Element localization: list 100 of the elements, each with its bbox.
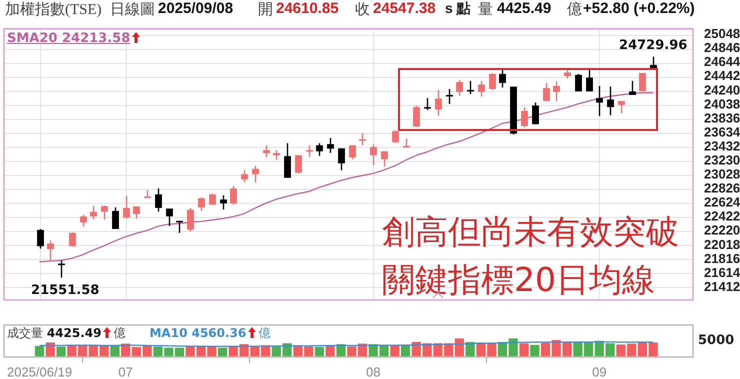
text: 億: [567, 0, 582, 19]
candlestick: [607, 86, 614, 116]
candlestick: [338, 148, 345, 171]
candlestick: [316, 142, 323, 156]
chart-title: 加權指數(TSE): [5, 0, 102, 19]
y-tick-label: 23836: [704, 110, 740, 126]
candlestick: [489, 72, 496, 91]
bar: [46, 342, 55, 357]
annotation: 21551.58: [31, 282, 100, 298]
y-tick-label: 22422: [704, 208, 740, 224]
candlestick: [532, 102, 539, 125]
candlestick: [123, 195, 130, 220]
candlestick: [69, 232, 76, 248]
bar: [519, 343, 529, 357]
bar: [314, 346, 324, 357]
bar: [530, 344, 540, 357]
candlestick: [381, 150, 388, 168]
candlestick: [618, 100, 625, 114]
bar: [390, 345, 400, 357]
candlestick: [241, 170, 248, 183]
annotation: 24213.58: [62, 30, 130, 46]
candlestick: [306, 144, 313, 158]
annotation: 創高但尚未有效突破: [382, 212, 679, 252]
candlestick: [252, 165, 259, 183]
y-tick-label: 22220: [704, 222, 740, 238]
annotation: 成交量: [7, 326, 44, 340]
y-tick-label: 23432: [704, 138, 740, 154]
candlestick: [370, 143, 377, 166]
candlestick: [575, 73, 582, 92]
annotation: 4425.49: [46, 326, 102, 340]
y-tick-label: 24644: [704, 54, 740, 70]
candlestick: [112, 206, 119, 230]
annotation: 億: [113, 326, 126, 340]
candlestick: [80, 214, 87, 228]
candlestick: [435, 89, 442, 116]
text: +52.80 (+0.22%): [583, 0, 695, 17]
candlestick: [543, 82, 550, 102]
series-label: MA10: [149, 326, 188, 340]
y-tick-label: 24240: [704, 82, 740, 98]
text: 日線圖: [110, 1, 155, 19]
y-tick-label: 22624: [704, 194, 740, 210]
text: 5000: [698, 333, 734, 348]
text: 2025/09/08: [158, 0, 234, 17]
bar: [34, 346, 44, 357]
candlestick: [220, 194, 227, 210]
y-tick-label: 24846: [704, 40, 740, 56]
y-tick-label: 23634: [704, 124, 740, 140]
candlestick: [392, 130, 399, 144]
candlestick: [446, 88, 453, 105]
y-tick-label: 25048: [704, 26, 740, 42]
candlestick: [37, 228, 44, 250]
annotation: 關鍵指標20日均線: [382, 260, 655, 300]
candlestick: [359, 132, 366, 146]
text: 24610.85: [276, 0, 339, 17]
candlestick: [413, 104, 420, 128]
candlestick: [273, 149, 280, 160]
candlestick: [155, 188, 162, 212]
candlestick: [596, 85, 603, 117]
candlestick: [166, 208, 173, 227]
candlestick: [327, 137, 334, 154]
y-tick-label: 22018: [704, 236, 740, 252]
annotation: 億: [258, 326, 270, 340]
candlestick: [176, 220, 183, 234]
x-tick-label: 09: [592, 364, 607, 379]
candlestick: [47, 240, 54, 262]
y-tick-label: 24038: [704, 96, 740, 112]
candlestick: [456, 79, 463, 97]
candlestick: [133, 206, 140, 220]
y-tick-label: 23230: [704, 152, 740, 168]
text: 4425.49: [497, 0, 552, 17]
bar: [400, 345, 410, 357]
y-tick-label: 24442: [704, 68, 740, 84]
candlestick: [639, 72, 646, 92]
candlestick: [198, 196, 205, 212]
candlestick: [58, 260, 65, 278]
candlestick: [187, 207, 194, 232]
bar: [326, 346, 335, 357]
candlestick: [629, 80, 636, 96]
candlestick: [478, 80, 485, 98]
text: 開: [258, 1, 273, 19]
candlestick: [209, 192, 216, 206]
x-tick-label: 2025/06/19: [6, 364, 72, 379]
candlestick: [467, 80, 474, 95]
annotation: 24729.96: [619, 38, 688, 53]
candlestick: [424, 97, 431, 111]
y-tick-label: 21816: [704, 250, 740, 266]
candlestick: [349, 144, 356, 160]
bar: [454, 338, 464, 357]
x-tick-label: 08: [366, 364, 380, 379]
text: 量: [478, 1, 493, 19]
bar: [56, 346, 66, 357]
candlestick: [90, 205, 97, 220]
bar: [218, 348, 228, 357]
candlestick: [521, 106, 528, 128]
candlestick: [295, 154, 302, 174]
text: 24547.38: [373, 0, 436, 17]
y-tick-label: 23028: [704, 166, 740, 182]
y-tick-label: 21412: [704, 278, 740, 294]
y-tick-label: 22826: [704, 180, 740, 196]
x-tick-label: 07: [118, 364, 133, 379]
